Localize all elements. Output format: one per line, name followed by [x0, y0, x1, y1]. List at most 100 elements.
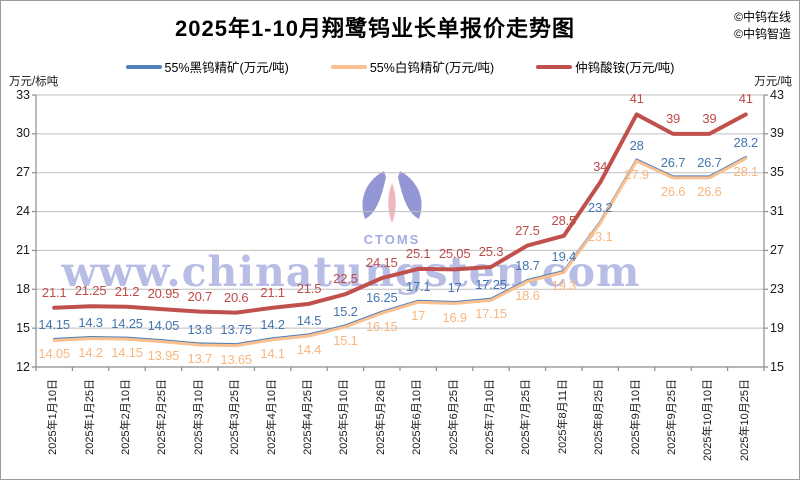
data-label: 13.8 [187, 321, 213, 337]
data-label: 26.7 [660, 154, 686, 170]
data-label: 14.15 [111, 345, 143, 361]
data-label: 14.2 [78, 344, 103, 360]
data-label: 17 [411, 308, 426, 324]
data-label: 13.65 [220, 351, 252, 367]
y-axis-tick-label-left: 33 [16, 87, 30, 102]
x-axis-label: 2025年9月10日 [629, 379, 642, 455]
y-axis-tick-label-left: 21 [16, 242, 30, 257]
data-label: 25.3 [478, 243, 504, 259]
data-label: 28 [629, 137, 644, 153]
x-axis-label: 2025年6月25日 [447, 379, 460, 455]
data-label: 14.15 [38, 317, 70, 333]
data-label: 26.6 [660, 183, 686, 199]
watermark-url-text: www.chinatungsten.com [61, 248, 641, 296]
watermark-logo-text: CTOMS [363, 232, 421, 247]
left-axis-unit-label: 万元/标吨 [9, 76, 59, 88]
y-axis-tick-label-left: 18 [16, 281, 30, 296]
legend-line-swatch-icon [125, 64, 162, 69]
y-axis-tick-label-left: 15 [16, 320, 30, 335]
legend-label: 仲钨酸铵(万元/吨) [575, 61, 675, 75]
data-label: 17.1 [405, 278, 431, 294]
data-label: 21.2 [114, 283, 140, 299]
data-label: 39 [665, 110, 681, 126]
x-axis-label: 2025年2月25日 [156, 379, 169, 455]
data-label: 17.15 [475, 306, 507, 322]
y-axis-tick-label-left: 24 [16, 204, 30, 219]
tulip-logo-icon [362, 171, 422, 223]
data-label: 16.25 [366, 289, 398, 305]
y-axis-tick-label-right: 27 [770, 242, 784, 257]
x-axis-label: 2025年10月25日 [738, 379, 751, 461]
credits-block: ©中钨在线 ©中钨智造 [734, 9, 791, 43]
data-label: 20.7 [187, 288, 213, 304]
data-label: 21.1 [41, 284, 67, 300]
data-label: 18.6 [515, 287, 540, 303]
x-axis-label: 2025年7月10日 [484, 379, 496, 455]
data-label: 25.05 [438, 246, 471, 262]
data-label: 14.2 [260, 316, 285, 332]
data-label: 26.7 [697, 154, 722, 170]
data-label: 28.1 [733, 164, 759, 180]
data-label: 14.05 [38, 346, 70, 362]
x-axis-label: 2025年8月11日 [556, 379, 569, 455]
y-axis-tick-label-right: 19 [770, 320, 784, 335]
data-label: 28.5 [551, 212, 577, 228]
data-label: 14.3 [78, 315, 103, 331]
y-axis-tick-label-left: 30 [16, 126, 30, 141]
data-label: 13.75 [220, 322, 252, 338]
data-label: 15.1 [333, 332, 358, 348]
credit-line-chinatungsten-online: ©中钨在线 [734, 10, 791, 24]
y-axis-tick-label-right: 31 [770, 204, 784, 219]
data-label: 17 [447, 280, 462, 296]
x-axis-label: 2025年7月25日 [520, 379, 533, 455]
data-label: 14.25 [111, 315, 143, 331]
x-axis-label: 2025年9月25日 [666, 379, 678, 455]
data-label: 14.5 [296, 312, 322, 328]
y-axis-tick-label-right: 35 [770, 165, 784, 180]
legend-label: 55%白钨精矿(万元/吨) [369, 61, 495, 75]
data-label: 17.25 [475, 277, 507, 292]
legend-item: 55%黑钨精矿(万元/吨) [125, 57, 289, 76]
data-label: 34 [593, 159, 608, 175]
watermark-logo: CTOMS [348, 169, 436, 247]
data-label: 19.3 [551, 278, 577, 294]
data-label: 20.95 [147, 286, 180, 302]
chart-legend: 55%黑钨精矿(万元/吨) 55%白钨精矿(万元/吨) 仲钨酸铵(万元/吨) [1, 57, 799, 76]
legend-line-swatch-icon [330, 64, 367, 69]
data-label: 21.1 [260, 284, 285, 300]
data-label: 24.15 [366, 255, 398, 271]
credit-line-chinatungsten-smart: ©中钨智造 [734, 27, 791, 41]
data-label: 26.6 [697, 183, 722, 199]
chart-title: 2025年1-10月翔鹭钨业长单报价走势图 [175, 16, 575, 41]
y-axis-tick-label-right: 23 [770, 281, 784, 296]
x-axis-label: 2025年10月10日 [702, 379, 715, 461]
right-axis-unit-label: 万元/吨 [754, 76, 792, 88]
y-axis-tick-label-right: 39 [770, 126, 784, 141]
data-label: 23.2 [587, 199, 613, 215]
legend-item: 仲钨酸铵(万元/吨) [536, 57, 674, 76]
data-label: 15.2 [333, 303, 358, 319]
y-axis-tick-label-left: 27 [16, 165, 30, 180]
x-axis-label: 2025年8月25日 [593, 379, 606, 455]
data-label: 18.7 [515, 258, 540, 274]
x-axis-label: 2025年1月25日 [83, 379, 96, 455]
x-axis-label: 2025年3月25日 [229, 379, 242, 455]
data-label: 14.1 [260, 345, 285, 361]
x-axis-label: 2025年4月25日 [302, 379, 314, 455]
x-axis-label: 2025年1月10日 [47, 379, 60, 455]
x-axis-label: 2025年5月10日 [338, 379, 351, 455]
x-axis-label: 2025年3月10日 [192, 379, 205, 455]
data-label: 13.95 [147, 347, 180, 363]
data-label: 27.9 [624, 167, 649, 183]
data-label: 21.25 [74, 283, 107, 299]
y-axis-tick-label-right: 15 [770, 359, 784, 374]
data-label: 41 [738, 91, 753, 107]
x-axis-label: 2025年6月10日 [411, 379, 424, 455]
data-label: 19.4 [551, 249, 577, 265]
data-label: 25.1 [405, 245, 431, 261]
series-line [52, 156, 748, 348]
x-axis-label: 2025年4月10日 [265, 379, 278, 455]
legend-line-swatch-icon [536, 64, 573, 69]
